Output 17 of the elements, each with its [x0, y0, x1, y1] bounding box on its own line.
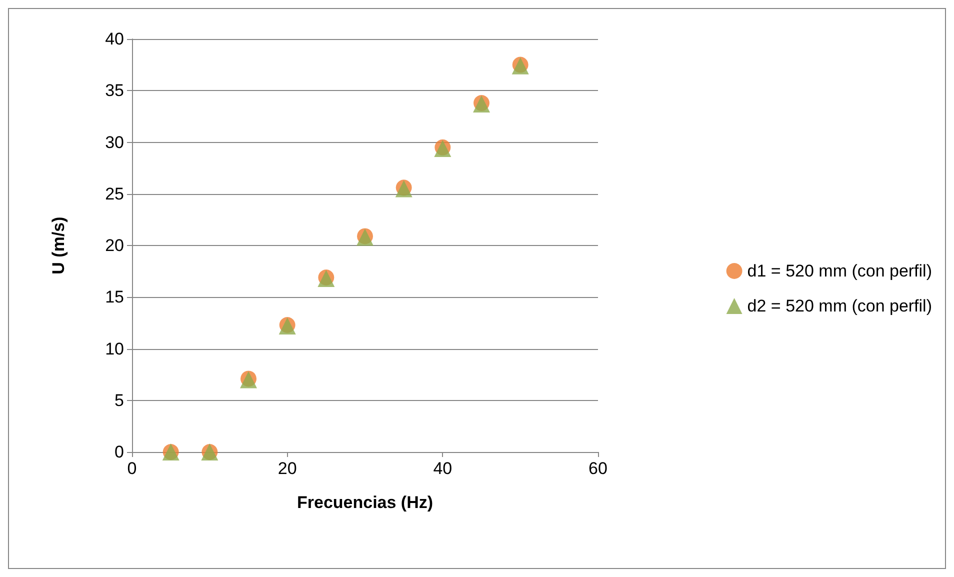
y-tick-label: 15: [105, 288, 124, 307]
legend-label: d2 = 520 mm (con perfil): [747, 296, 932, 316]
y-tick-label: 5: [114, 390, 124, 410]
x-tick-label: 40: [433, 459, 452, 478]
x-tick-label: 0: [127, 459, 137, 478]
y-tick-label: 35: [105, 81, 124, 100]
y-axis-title: U (m/s): [49, 216, 68, 274]
y-tick-label: 40: [105, 30, 124, 48]
y-tick-label: 20: [105, 236, 124, 255]
legend-label: d1 = 520 mm (con perfil): [747, 262, 932, 280]
x-axis-title: Frecuencias (Hz): [296, 493, 434, 512]
y-tick-label: 30: [105, 132, 124, 152]
y-tick-label: 10: [105, 339, 124, 358]
x-tick-label: 60: [588, 459, 608, 478]
y-tick-label: 0: [114, 442, 124, 462]
y-tick-label: 25: [105, 184, 124, 204]
x-tick-label: 20: [278, 459, 297, 478]
